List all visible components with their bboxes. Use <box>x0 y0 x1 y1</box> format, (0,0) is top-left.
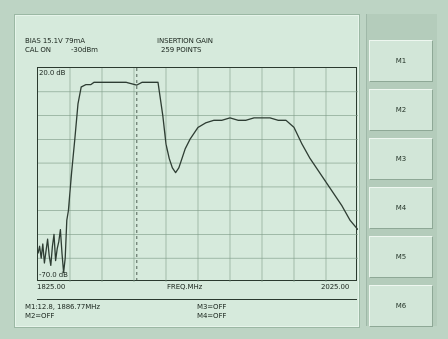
cal-status: CAL ON <box>25 46 51 54</box>
marker-m3-readout: M3=OFF <box>197 303 227 311</box>
insertion-gain-chart <box>38 68 358 282</box>
marker-m1-readout: M1:12.8, 1886.77MHz <box>25 303 100 311</box>
y-axis-top-label: 20.0 dB <box>39 69 66 77</box>
plot-area[interactable] <box>37 67 358 282</box>
x-axis-unit-label: FREQ.MHz <box>167 283 203 291</box>
points-readout: 259 POINTS <box>161 46 202 54</box>
marker-m2-readout: M2=OFF <box>25 312 55 320</box>
gain-trace-line <box>38 81 358 274</box>
marker-m4-readout: M4=OFF <box>197 312 227 320</box>
marker-m4-button[interactable]: M4 <box>369 187 433 229</box>
softkey-panel: M1 M2 M3 M4 M5 M6 <box>366 14 437 327</box>
marker-m1-button[interactable]: M1 <box>369 40 433 82</box>
measurement-title: INSERTION GAIN <box>157 37 213 45</box>
y-axis-bottom-label: -70.0 dB <box>39 271 68 279</box>
marker-m6-button[interactable]: M6 <box>369 285 433 327</box>
marker-m3-button[interactable]: M3 <box>369 138 433 180</box>
marker-m2-button[interactable]: M2 <box>369 89 433 131</box>
bias-readout: BIAS 15.1V 79mA <box>25 37 85 45</box>
marker-separator <box>37 299 357 300</box>
x-axis-end-label: 2025.00 <box>321 283 350 291</box>
power-readout: -30dBm <box>71 46 98 54</box>
x-axis-start-label: 1825.00 <box>37 283 66 291</box>
marker-m5-button[interactable]: M5 <box>369 236 433 278</box>
analyzer-screen: BIAS 15.1V 79mA CAL ON -30dBm INSERTION … <box>14 14 360 328</box>
